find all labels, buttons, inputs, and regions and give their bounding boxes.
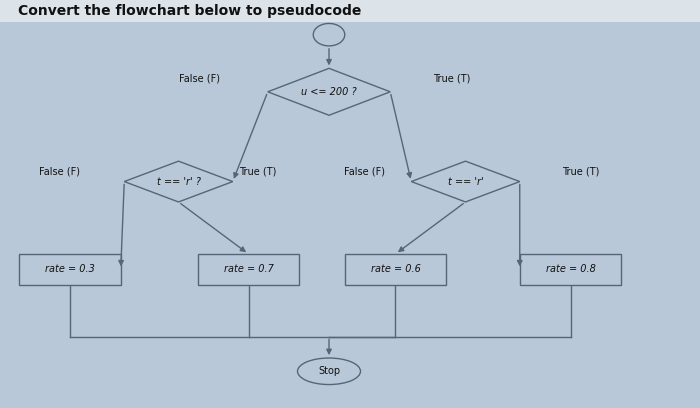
Text: True (T): True (T) xyxy=(433,73,470,83)
Ellipse shape xyxy=(314,23,344,46)
Text: rate = 0.6: rate = 0.6 xyxy=(370,264,421,274)
Text: False (F): False (F) xyxy=(39,166,80,176)
FancyBboxPatch shape xyxy=(0,0,700,22)
Text: rate = 0.8: rate = 0.8 xyxy=(545,264,596,274)
FancyBboxPatch shape xyxy=(20,254,120,285)
Text: rate = 0.3: rate = 0.3 xyxy=(45,264,95,274)
Text: Convert the flowchart below to pseudocode: Convert the flowchart below to pseudocod… xyxy=(18,4,361,18)
Ellipse shape xyxy=(298,358,360,384)
FancyBboxPatch shape xyxy=(519,254,622,285)
Text: True (T): True (T) xyxy=(562,166,600,176)
FancyBboxPatch shape xyxy=(197,254,300,285)
Polygon shape xyxy=(412,161,519,202)
Text: t == 'r': t == 'r' xyxy=(448,177,483,186)
Polygon shape xyxy=(125,161,232,202)
Text: rate = 0.7: rate = 0.7 xyxy=(223,264,274,274)
Text: t == 'r' ?: t == 'r' ? xyxy=(157,177,200,186)
Text: True (T): True (T) xyxy=(239,166,276,176)
Polygon shape xyxy=(267,68,391,115)
Text: False (F): False (F) xyxy=(179,73,220,83)
Text: u <= 200 ?: u <= 200 ? xyxy=(301,87,357,97)
FancyBboxPatch shape xyxy=(344,254,447,285)
Text: Stop: Stop xyxy=(318,366,340,376)
Text: False (F): False (F) xyxy=(344,166,384,176)
